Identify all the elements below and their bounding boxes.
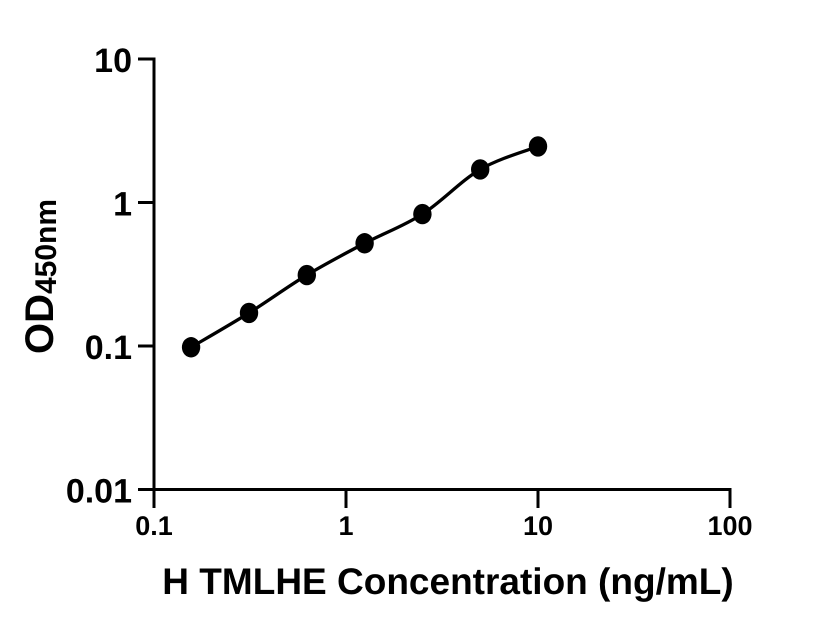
- svg-text:10: 10: [523, 511, 553, 541]
- svg-text:1: 1: [338, 511, 353, 541]
- svg-text:1: 1: [113, 186, 132, 224]
- svg-text:0.01: 0.01: [66, 473, 132, 511]
- svg-text:OD450nm: OD450nm: [18, 199, 63, 354]
- svg-text:H TMLHE Concentration (ng/mL): H TMLHE Concentration (ng/mL): [162, 561, 733, 602]
- svg-text:10: 10: [94, 42, 132, 80]
- svg-text:100: 100: [707, 511, 752, 541]
- svg-text:0.1: 0.1: [135, 511, 173, 541]
- svg-text:0.1: 0.1: [85, 329, 132, 367]
